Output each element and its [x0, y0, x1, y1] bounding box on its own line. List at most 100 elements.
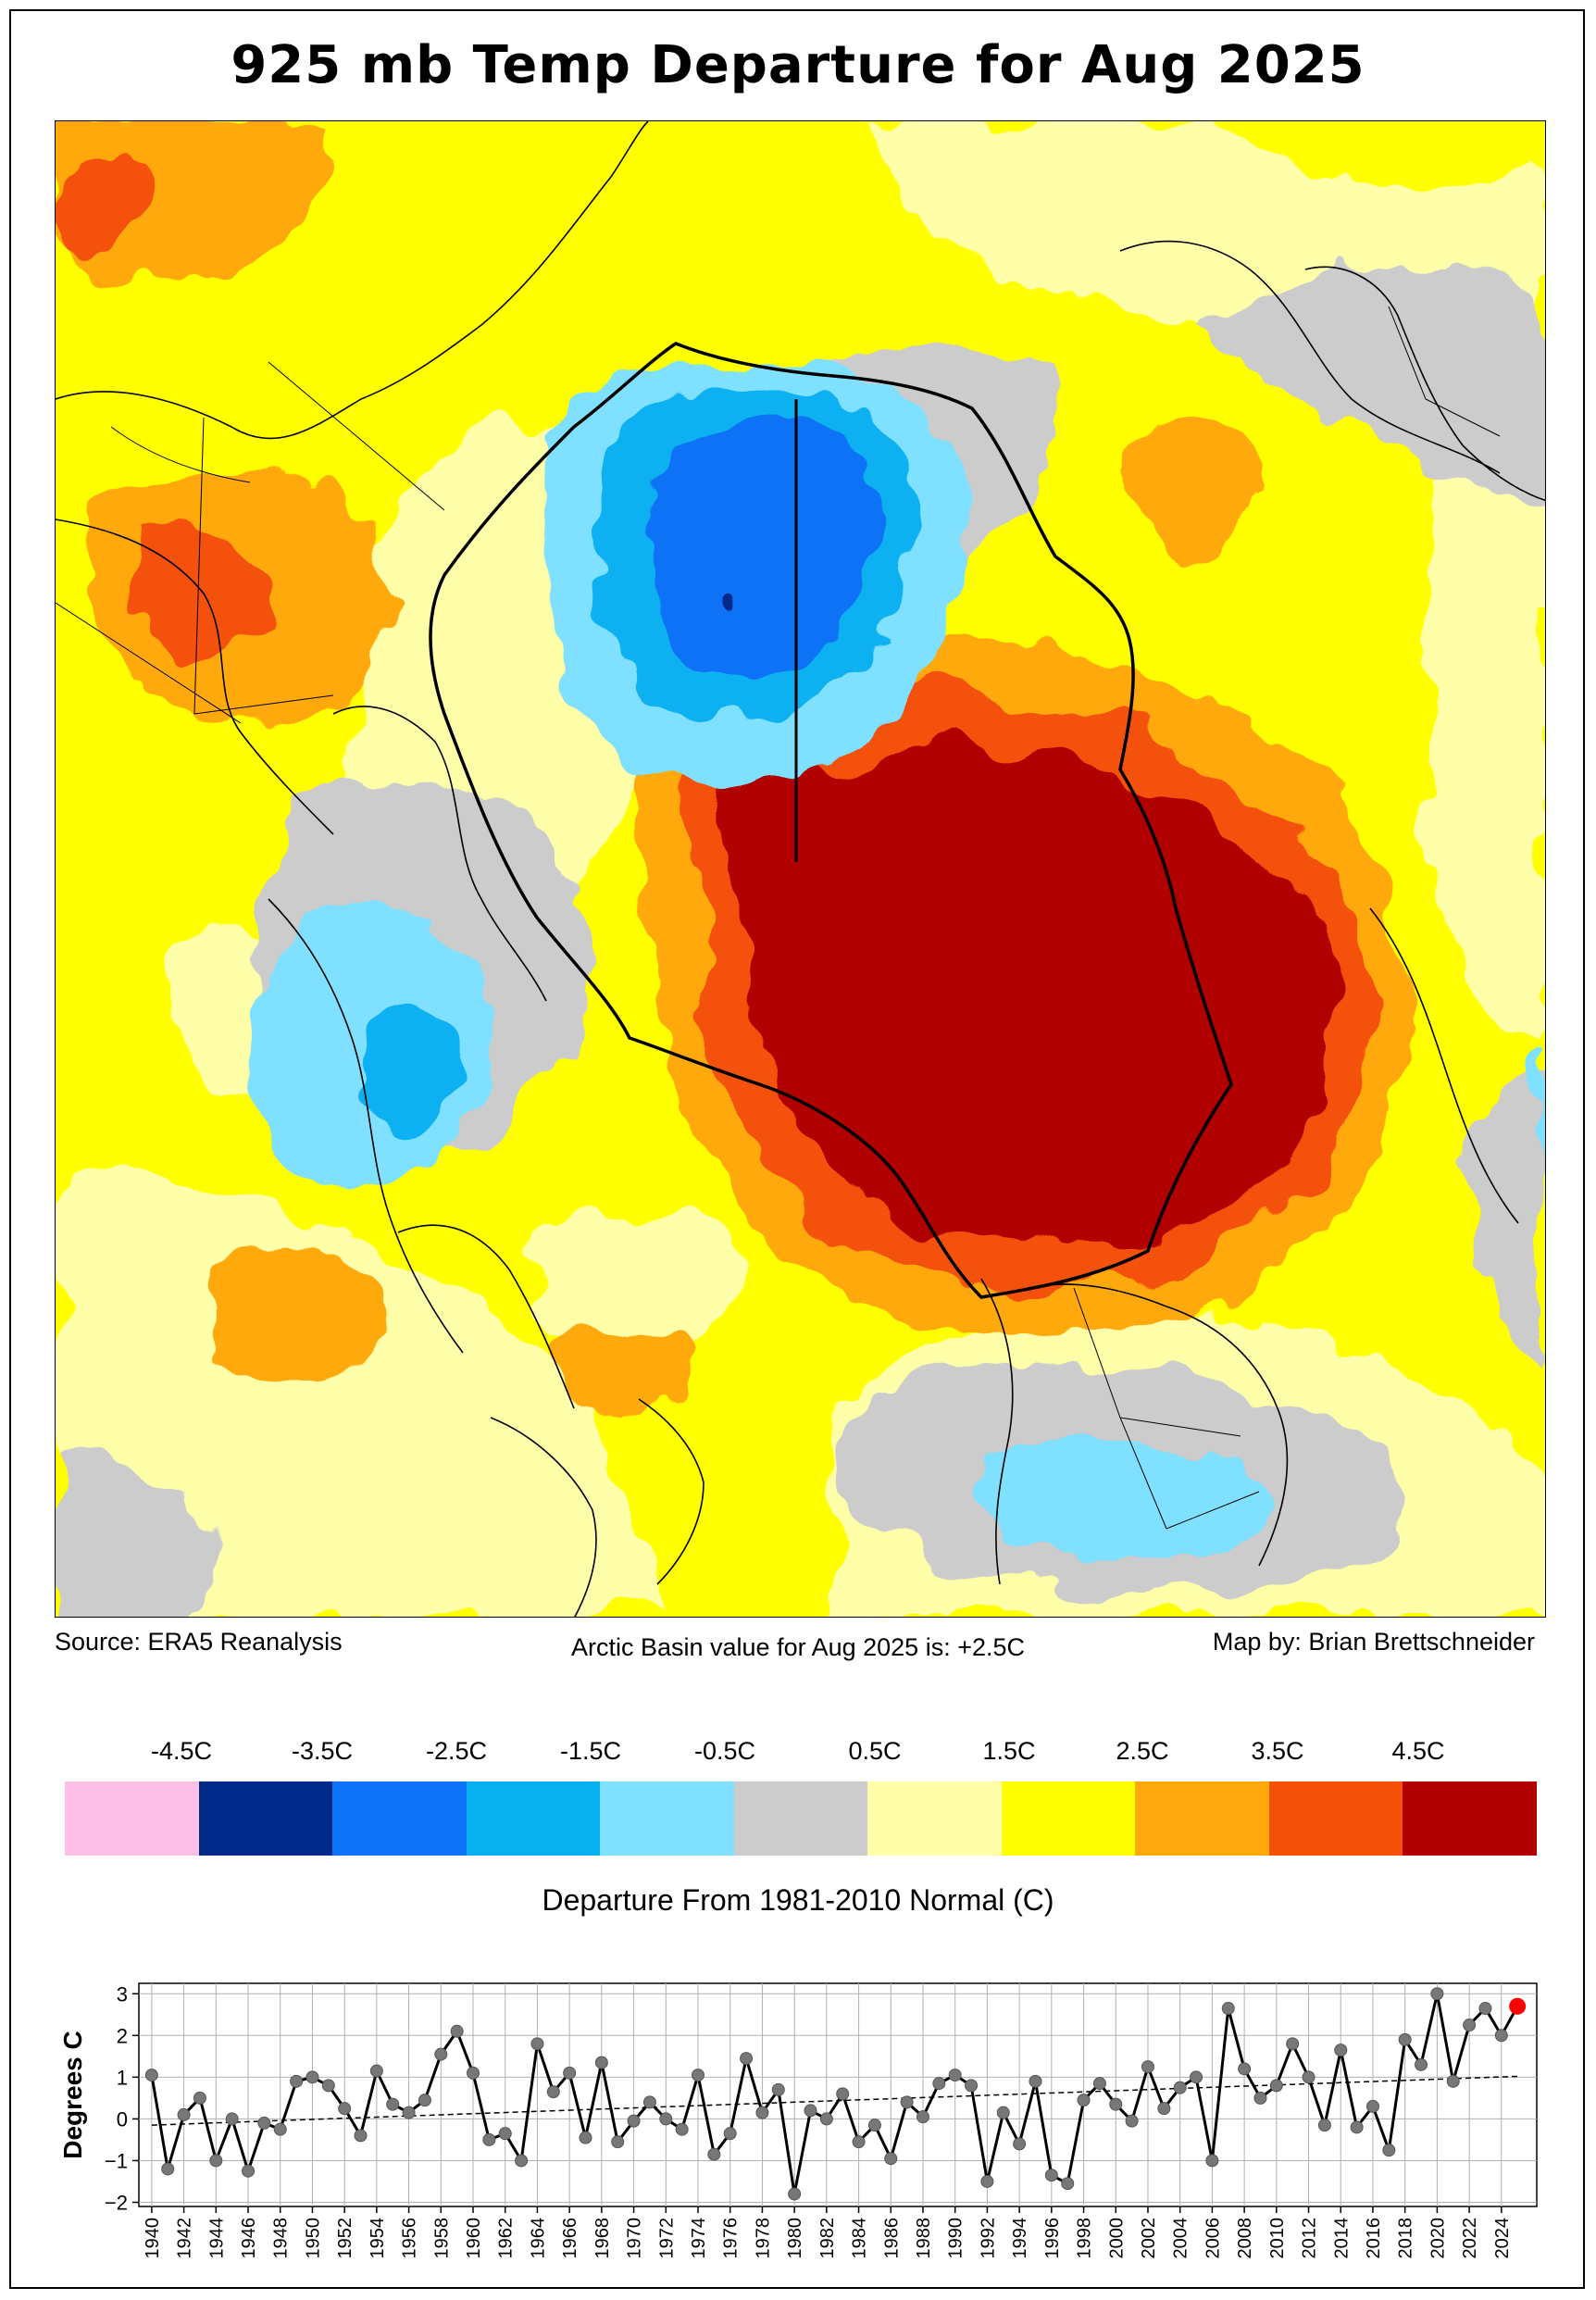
data-point — [1430, 1987, 1444, 2001]
data-point — [321, 2079, 335, 2093]
data-point — [1334, 2044, 1348, 2057]
x-tick-label: 1954 — [368, 2218, 388, 2259]
data-point — [692, 2069, 704, 2082]
data-point — [563, 2066, 577, 2080]
x-axis-ticks: 1940 1942 1944 1946 1948 1950 1952 1954 1956 1958… — [143, 2206, 1513, 2259]
data-point — [900, 2095, 914, 2109]
data-point — [386, 2097, 400, 2111]
y-tick-label: 0 — [117, 2107, 128, 2131]
x-tick-label: 1992 — [978, 2218, 998, 2259]
y-tick-label: 2 — [117, 2024, 128, 2047]
x-tick-label: 1974 — [689, 2218, 709, 2259]
colorbar-label: 3.5C — [1251, 1737, 1304, 1765]
colorbar-label: 2.5C — [1116, 1737, 1169, 1765]
colorbar-swatch — [65, 1781, 199, 1856]
y-tick-label: 1 — [117, 2066, 128, 2089]
data-point — [755, 2106, 769, 2119]
colorbar-label: 0.5C — [848, 1737, 902, 1765]
data-point — [434, 2047, 448, 2061]
colorbar-swatch — [1135, 1781, 1269, 1856]
x-tick-label: 1998 — [1075, 2218, 1095, 2259]
x-tick-label: 1968 — [592, 2218, 613, 2259]
data-point — [369, 2064, 383, 2078]
series-line — [150, 1993, 1519, 2194]
data-point — [675, 2122, 689, 2136]
colorbar-swatch — [1268, 1781, 1403, 1856]
data-point — [804, 2104, 817, 2118]
colorbar-label: -0.5C — [693, 1737, 756, 1765]
data-point — [1253, 2091, 1267, 2105]
data-point — [1157, 2102, 1171, 2116]
data-point — [1238, 2062, 1252, 2076]
colorbar-label: -2.5C — [425, 1737, 488, 1765]
data-point — [1013, 2137, 1027, 2151]
data-point — [996, 2106, 1010, 2119]
data-point — [1302, 2070, 1315, 2084]
data-point — [740, 2052, 754, 2066]
data-point — [611, 2135, 625, 2149]
x-tick-label: 1982 — [817, 2218, 838, 2259]
x-tick-label: 1984 — [850, 2218, 870, 2259]
data-point — [1286, 2037, 1300, 2051]
data-point — [1029, 2074, 1042, 2088]
data-point — [1382, 2144, 1396, 2157]
data-point — [418, 2094, 431, 2107]
data-point — [450, 2024, 464, 2038]
y-tick-label: 3 — [117, 1982, 128, 2006]
data-point — [1077, 2094, 1091, 2107]
data-point — [594, 2056, 608, 2069]
figure-frame — [9, 9, 1585, 2289]
data-point — [627, 2114, 641, 2128]
x-tick-label: 2006 — [1203, 2218, 1223, 2259]
data-point — [354, 2129, 368, 2143]
data-point — [1092, 2077, 1106, 2091]
borders — [56, 306, 1501, 1530]
colorbar-swatch — [332, 1781, 467, 1856]
x-tick-label: 1976 — [721, 2218, 742, 2259]
data-point-current — [1509, 1997, 1527, 2015]
data-point — [402, 2106, 416, 2119]
x-tick-label: 2000 — [1106, 2218, 1127, 2259]
data-point — [1125, 2114, 1139, 2128]
x-tick-label: 1956 — [400, 2218, 420, 2259]
data-point — [1044, 2169, 1058, 2182]
data-point — [273, 2122, 287, 2136]
x-tick-label: 2024 — [1492, 2218, 1513, 2259]
data-point — [1205, 2154, 1219, 2168]
x-tick-label: 1966 — [560, 2218, 580, 2259]
data-point — [242, 2164, 256, 2178]
x-tick-label: 2022 — [1460, 2218, 1480, 2259]
data-point — [852, 2135, 866, 2149]
data-point — [1350, 2120, 1364, 2134]
data-point — [1463, 2019, 1477, 2032]
x-tick-label: 2010 — [1267, 2218, 1288, 2259]
x-tick-label: 1988 — [914, 2218, 934, 2259]
x-tick-label: 1986 — [881, 2218, 902, 2259]
x-tick-label: 1958 — [431, 2218, 452, 2259]
data-point — [771, 2082, 785, 2096]
x-tick-label: 2018 — [1396, 2218, 1416, 2259]
data-point — [965, 2079, 979, 2093]
x-tick-label: 1962 — [496, 2218, 517, 2259]
x-tick-label: 1970 — [625, 2218, 645, 2259]
arctic-basin-boundary — [429, 342, 1233, 1299]
source-caption: Source: ERA5 Reanalysis — [55, 1628, 343, 1656]
data-point — [144, 2069, 158, 2082]
data-point — [1141, 2060, 1154, 2074]
x-tick-label: 1946 — [239, 2218, 259, 2259]
x-tick-label: 2002 — [1139, 2218, 1159, 2259]
x-tick-label: 1944 — [206, 2218, 227, 2259]
data-point — [1173, 2081, 1187, 2094]
data-point — [515, 2154, 529, 2168]
colorbar-swatch — [600, 1781, 734, 1856]
x-tick-label: 1950 — [303, 2218, 323, 2259]
figure-title: 925 mb Temp Departure for Aug 2025 — [231, 35, 1365, 95]
basin-value-caption: Arctic Basin value for Aug 2025 is: +2.5… — [570, 1633, 1026, 1661]
data-point — [579, 2131, 592, 2144]
data-point — [1446, 2074, 1460, 2088]
data-point — [1221, 2002, 1235, 2016]
x-tick-label: 2016 — [1364, 2218, 1384, 2259]
x-tick-label: 2004 — [1171, 2218, 1191, 2259]
x-tick-label: 1996 — [1042, 2218, 1063, 2259]
data-point — [1109, 2097, 1123, 2111]
